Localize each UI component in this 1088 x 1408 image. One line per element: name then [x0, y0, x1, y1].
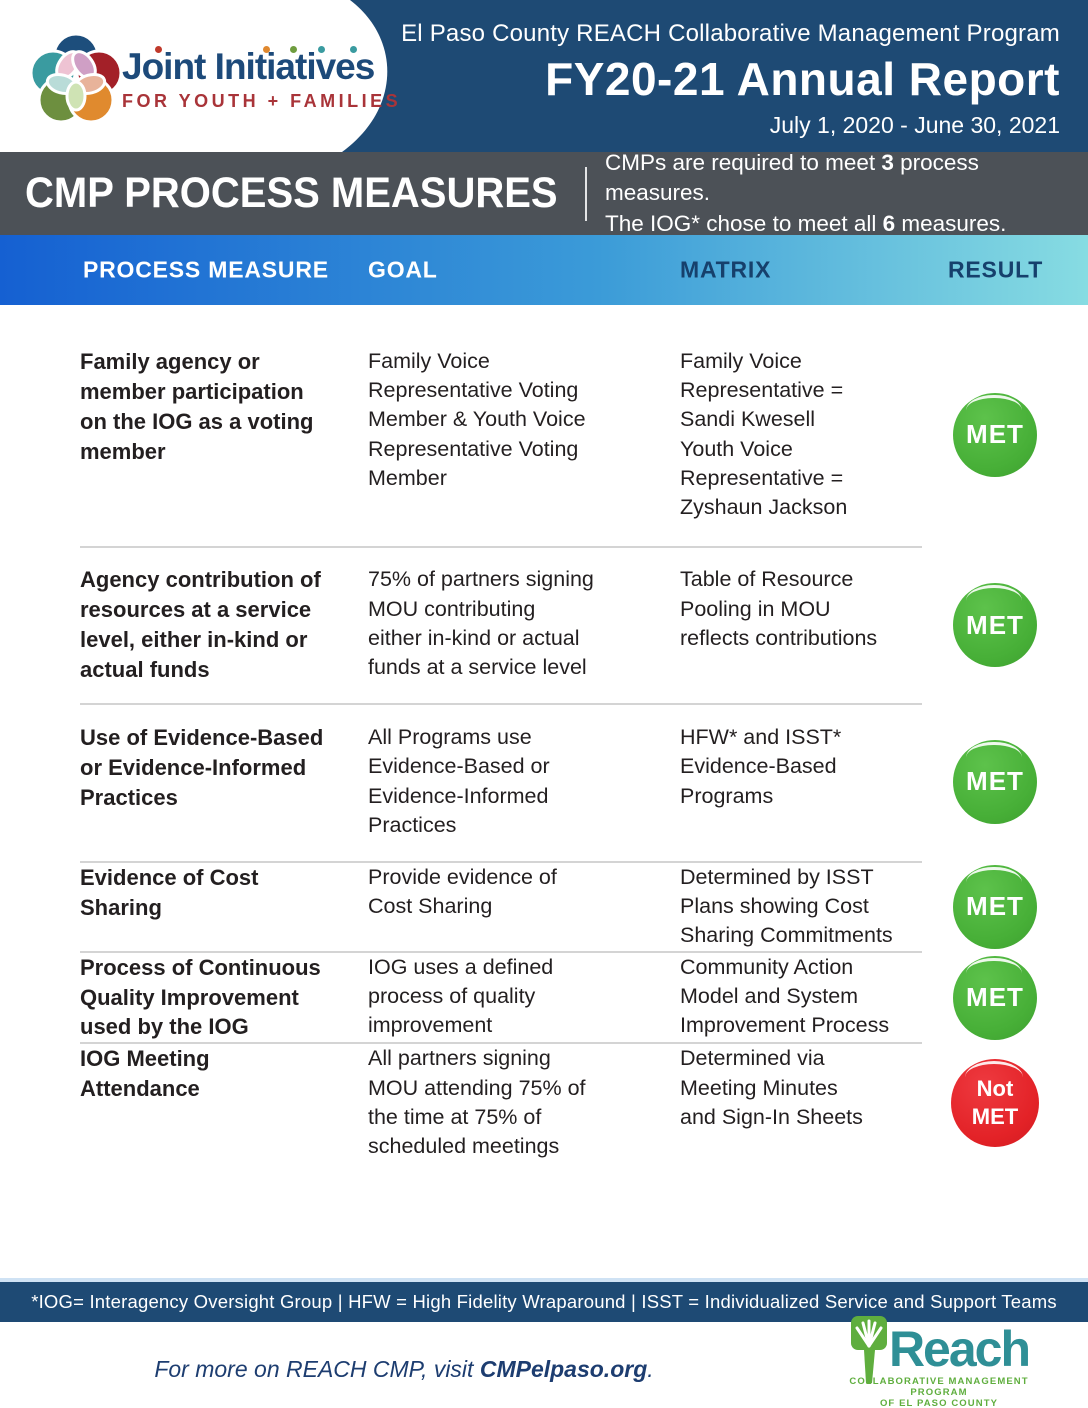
result-label: MET: [966, 981, 1024, 1012]
footnote-band: *IOG= Interagency Oversight Group | HFW …: [0, 1282, 1088, 1322]
matrix-cell: Determined via Meeting Minutes and Sign-…: [680, 1046, 863, 1129]
table-row: Agency contribution of resources at a se…: [0, 548, 1088, 703]
goal-cell: IOG uses a defined process of quality im…: [368, 954, 554, 1038]
reach-subtitle-2: OF EL PASO COUNTY: [879, 1398, 999, 1408]
measure-cell: Process of Continuous Quality Improvemen…: [80, 954, 321, 1040]
table-row: Process of Continuous Quality Improvemen…: [0, 953, 1088, 1043]
row-divider: [80, 703, 922, 706]
note2-post: measures.: [895, 210, 1007, 236]
result-label: MET: [966, 891, 1024, 922]
row-divider: [80, 950, 922, 953]
result-badge: MET: [953, 739, 1037, 824]
reach-hand-icon: [850, 1316, 887, 1383]
measure-cell: IOG Meeting Attendance: [80, 1046, 210, 1102]
goal-cell: Family Voice Representative Voting Membe…: [368, 349, 586, 490]
matrix-cell: Table of Resource Pooling in MOU reflect…: [680, 567, 878, 650]
table-row: IOG Meeting Attendance All partners sign…: [0, 1044, 1088, 1161]
date-range: July 1, 2020 - June 30, 2021: [769, 112, 1060, 138]
cta-post: .: [647, 1356, 654, 1382]
logo-dot-teal-icon: [318, 46, 325, 53]
section-band: CMP PROCESS MEASURES CMPs are required t…: [0, 150, 1088, 236]
measure-cell: Family agency or member participation on…: [80, 349, 314, 464]
table-row: Use of Evidence-Based or Evidence-Inform…: [0, 705, 1088, 861]
column-header-result: RESULT: [948, 256, 1044, 283]
column-header-matrix: MATRIX: [680, 256, 772, 283]
result-label: MET: [966, 765, 1024, 796]
goal-cell: All partners signing MOU attending 75% o…: [368, 1046, 586, 1159]
joint-initiatives-flower-icon: [29, 32, 123, 124]
result-cell: MET: [916, 863, 1074, 951]
cta-pre: For more on REACH CMP, visit: [154, 1356, 480, 1382]
section-title: CMP PROCESS MEASURES: [25, 169, 558, 217]
table-body: Family agency or member participation on…: [0, 305, 1088, 1278]
result-badge: Not MET: [951, 1058, 1039, 1147]
goal-cell: Provide evidence of Cost Sharing: [368, 864, 557, 919]
result-badge: MET: [953, 955, 1037, 1040]
report-title: FY20-21 Annual Report: [545, 53, 1060, 105]
table-header: PROCESS MEASURE GOAL MATRIX RESULT: [0, 235, 1088, 305]
logo-title-text: Joint Initiatives: [122, 46, 375, 87]
reach-subtitle-1: COLLABORATIVE MANAGEMENT PROGRAM: [849, 1376, 1029, 1398]
header-titles: El Paso County REACH Collaborative Manag…: [401, 20, 1060, 139]
column-header-process-measure: PROCESS MEASURE: [83, 256, 329, 283]
result-badge: MET: [953, 583, 1037, 668]
matrix-cell: Determined by ISST Plans showing Cost Sh…: [680, 864, 893, 948]
matrix-cell: Community Action Model and System Improv…: [680, 954, 890, 1038]
table-row: Family agency or member participation on…: [0, 305, 1088, 546]
note1-bold: 3: [881, 149, 894, 175]
row-divider: [80, 860, 922, 863]
logo-dot-green-icon: [290, 46, 297, 53]
header: Joint Initiatives FOR YOUTH + FAMILIES E…: [0, 0, 1088, 152]
measure-cell: Evidence of Cost Sharing: [80, 864, 259, 920]
footer-cta: For more on REACH CMP, visit CMPelpaso.o…: [0, 1356, 808, 1383]
measure-cell: Use of Evidence-Based or Evidence-Inform…: [80, 725, 324, 810]
footnote-text: *IOG= Interagency Oversight Group | HFW …: [31, 1291, 1057, 1312]
goal-cell: 75% of partners signing MOU contributing…: [368, 567, 594, 680]
accent-line: [0, 1278, 1088, 1282]
section-note: CMPs are required to meet 3 process meas…: [605, 148, 1088, 239]
section-divider: [585, 166, 587, 221]
reach-wordmark: Reach: [849, 1316, 1031, 1383]
result-label: MET: [966, 419, 1024, 450]
result-label: Not MET: [971, 1076, 1019, 1129]
result-cell: MET: [916, 565, 1074, 685]
footer: For more on REACH CMP, visit CMPelpaso.o…: [0, 1316, 1088, 1408]
note2-bold: 6: [882, 210, 896, 236]
result-badge: MET: [953, 864, 1037, 949]
result-badge: MET: [953, 392, 1037, 477]
matrix-cell: HFW* and ISST* Evidence-Based Programs: [680, 725, 842, 808]
result-cell: Not MET: [916, 1044, 1074, 1161]
joint-initiatives-logo: Joint Initiatives FOR YOUTH + FAMILIES: [122, 46, 402, 112]
row-divider: [80, 546, 922, 549]
reach-name: Reach: [888, 1321, 1031, 1377]
matrix-cell: Family Voice Representative = Sandi Kwes…: [680, 349, 848, 520]
logo-tagline: FOR YOUTH + FAMILIES: [122, 90, 402, 111]
logo-dot-orange-icon: [263, 46, 270, 53]
result-cell: MET: [916, 953, 1074, 1043]
note1-pre: CMPs are required to meet: [605, 149, 882, 175]
result-cell: MET: [916, 347, 1074, 522]
note1-post: process measures.: [605, 149, 979, 206]
result-cell: MET: [916, 723, 1074, 840]
column-header-goal: GOAL: [368, 256, 438, 283]
reach-logo: Reach COLLABORATIVE MANAGEMENT PROGRAM O…: [836, 1316, 1042, 1408]
logo-dot-teal2-icon: [350, 46, 357, 53]
result-label: MET: [966, 609, 1024, 640]
logo-title: Joint Initiatives: [122, 46, 401, 87]
logo-dot-red-icon: [155, 46, 162, 53]
goal-cell: All Programs use Evidence-Based or Evide…: [368, 725, 550, 837]
measure-cell: Agency contribution of resources at a se…: [80, 567, 321, 683]
table-row: Evidence of Cost Sharing Provide evidenc…: [0, 863, 1088, 951]
note2-pre: The IOG* chose to meet all: [605, 210, 883, 236]
row-divider: [80, 1042, 922, 1045]
cta-link[interactable]: CMPelpaso.org: [479, 1356, 648, 1382]
program-name: El Paso County REACH Collaborative Manag…: [401, 20, 1060, 47]
